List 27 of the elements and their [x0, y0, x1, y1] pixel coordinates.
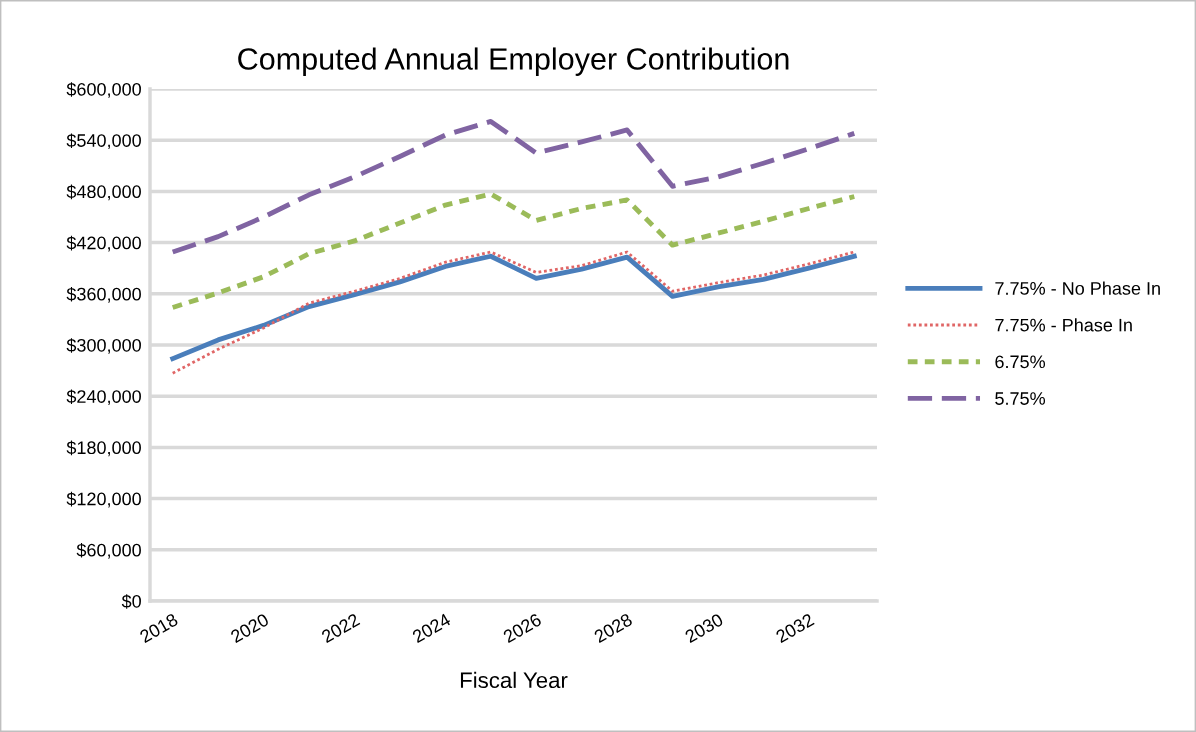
legend-label: 5.75% — [995, 392, 1046, 405]
x-tick-label: 2028 — [593, 612, 634, 644]
y-tick-label: $120,000 — [66, 491, 141, 508]
y-tick-label: $600,000 — [66, 82, 141, 98]
x-tick-label: 2022 — [320, 612, 361, 644]
y-tick-label: $60,000 — [76, 542, 141, 559]
x-tick-label: 2018 — [138, 612, 179, 644]
line-series — [170, 191, 857, 310]
legend-label: 7.75% - No Phase In — [995, 281, 1160, 295]
x-axis-title: Fiscal Year — [460, 671, 568, 689]
y-tick-label: $540,000 — [66, 133, 141, 150]
legend-label: 6.75% — [995, 355, 1046, 369]
y-tick-label: $180,000 — [66, 440, 141, 457]
y-tick-label: $300,000 — [66, 338, 141, 354]
y-tick-label: $360,000 — [66, 286, 141, 303]
x-tick-label: 2024 — [411, 612, 452, 644]
line-series — [170, 119, 857, 255]
chart-title: Computed Annual Employer Contribution — [238, 47, 789, 76]
x-tick-label: 2032 — [775, 612, 815, 644]
x-tick-label: 2030 — [684, 612, 724, 644]
x-tick-label: 2026 — [502, 612, 543, 644]
y-tick-label: $240,000 — [66, 389, 141, 406]
y-tick-label: $0 — [121, 594, 141, 609]
legend-label: 7.75% - Phase In — [995, 318, 1132, 332]
y-tick-label: $480,000 — [66, 184, 141, 201]
x-tick-label: 2020 — [229, 612, 270, 644]
y-tick-label: $420,000 — [66, 235, 141, 252]
